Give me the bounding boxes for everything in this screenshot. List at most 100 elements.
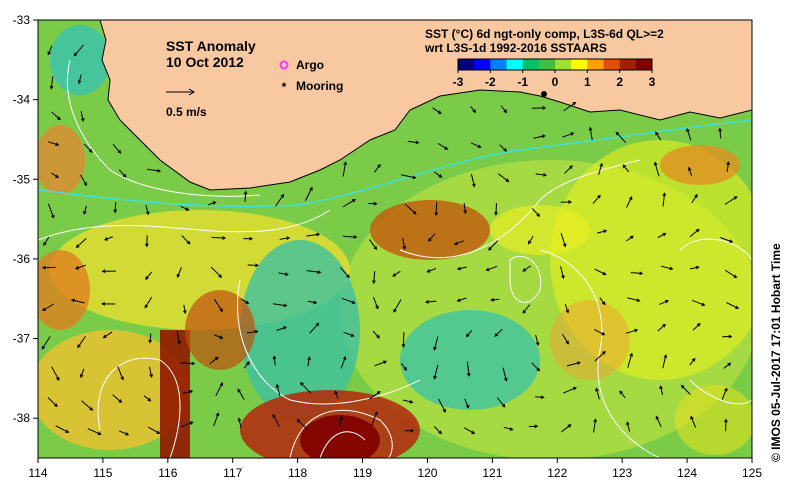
- current-vector-head: [41, 307, 46, 312]
- current-vector-head: [214, 356, 219, 361]
- current-vector: [428, 233, 436, 242]
- current-vector: [564, 303, 569, 313]
- current-vector: [724, 196, 737, 205]
- current-vector: [213, 413, 219, 427]
- current-vector-head: [686, 127, 690, 132]
- current-vector: [237, 389, 245, 400]
- colorbar-subtitle: wrt L3S-1d 1992-2016 SSTAARS: [424, 41, 607, 55]
- current-vector: [566, 362, 581, 367]
- current-vector: [77, 336, 86, 348]
- current-vector: [76, 238, 87, 248]
- current-vector-head: [465, 333, 470, 338]
- argo-label: Argo: [296, 58, 324, 72]
- current-vector-head: [696, 323, 701, 327]
- current-vector: [183, 304, 186, 314]
- current-vector-head: [629, 235, 634, 240]
- current-vector-head: [490, 297, 495, 302]
- current-vector-head: [438, 174, 443, 178]
- current-vector: [464, 398, 469, 408]
- current-vector: [657, 324, 666, 332]
- current-vector: [593, 419, 596, 433]
- credit-text: © IMOS 05-Jul-2017 17:01 Hobart Time: [769, 243, 783, 462]
- current-vector: [400, 174, 416, 179]
- current-vector: [215, 382, 223, 397]
- current-vector: [402, 237, 406, 250]
- current-vector-head: [409, 399, 414, 404]
- current-vector: [531, 208, 540, 217]
- current-vector-head: [246, 361, 250, 365]
- current-vector: [660, 385, 664, 396]
- current-vector-head: [215, 412, 220, 417]
- current-vector: [535, 396, 544, 398]
- current-vector-head: [494, 333, 499, 337]
- x-tick-label: 122: [547, 466, 567, 480]
- current-vector-head: [219, 308, 223, 313]
- current-vector: [432, 107, 442, 114]
- current-vector-head: [588, 126, 593, 131]
- sst-anomaly-field: [38, 25, 752, 458]
- current-vector-head: [535, 341, 540, 346]
- current-vector-head: [456, 266, 461, 271]
- current-vector-head: [374, 411, 378, 416]
- current-vector-head: [433, 375, 437, 380]
- x-tick-label: 114: [28, 466, 47, 480]
- current-vector-head: [313, 300, 318, 305]
- current-vector-head: [733, 274, 738, 279]
- current-vector-head: [522, 268, 527, 272]
- current-vector-head: [56, 116, 61, 121]
- current-vector: [47, 45, 53, 55]
- current-vector: [626, 196, 633, 208]
- current-vector: [339, 416, 343, 427]
- current-vector: [48, 141, 59, 146]
- current-vector: [240, 298, 249, 304]
- current-vector: [372, 330, 380, 339]
- current-vector-head: [372, 280, 376, 285]
- current-vector-head: [144, 243, 149, 248]
- current-vector: [619, 390, 626, 399]
- current-vector: [560, 232, 566, 247]
- current-vector: [307, 357, 310, 367]
- current-vector: [244, 191, 247, 202]
- x-tick-label: 116: [158, 466, 177, 480]
- current-vector-head: [77, 80, 82, 85]
- current-vector-head: [541, 134, 546, 139]
- current-vector: [180, 362, 195, 365]
- colorbar-swatch: [603, 59, 621, 70]
- current-vector-head: [50, 214, 55, 219]
- current-vector: [597, 230, 607, 234]
- current-vector: [238, 418, 242, 429]
- current-vector-head: [466, 372, 471, 377]
- current-vector: [595, 388, 600, 400]
- current-vector-head: [561, 275, 565, 280]
- current-vector-head: [536, 367, 541, 372]
- current-vector-head: [465, 404, 470, 409]
- current-vector: [486, 265, 498, 271]
- current-vector: [522, 304, 531, 314]
- current-vector-head: [437, 110, 442, 114]
- current-vector: [563, 102, 576, 112]
- x-tick-label: 119: [353, 466, 372, 480]
- current-vector-head: [401, 343, 406, 348]
- current-vector: [117, 366, 124, 380]
- current-vector-head: [383, 360, 388, 365]
- current-vector: [496, 397, 506, 408]
- y-tick-label: -37: [13, 332, 31, 346]
- current-vector-head: [272, 413, 276, 418]
- current-vector-head: [101, 301, 106, 306]
- current-vector-head: [662, 232, 667, 237]
- current-vector-head: [505, 178, 510, 183]
- current-vector: [147, 426, 160, 434]
- map-title: SST Anomaly: [166, 38, 256, 54]
- current-vector: [660, 265, 673, 270]
- current-vector-head: [522, 310, 526, 314]
- current-vector-head: [509, 427, 514, 431]
- plot-frame: [37, 19, 753, 459]
- x-tick-label: 124: [677, 466, 697, 480]
- current-vector-head: [176, 273, 181, 278]
- current-vector-head: [73, 52, 78, 57]
- y-tick-label: -35: [13, 172, 31, 186]
- current-vector-head: [219, 335, 224, 339]
- x-tick-label: 123: [612, 466, 632, 480]
- argo-icon: [279, 60, 289, 70]
- current-vector-head: [691, 357, 696, 362]
